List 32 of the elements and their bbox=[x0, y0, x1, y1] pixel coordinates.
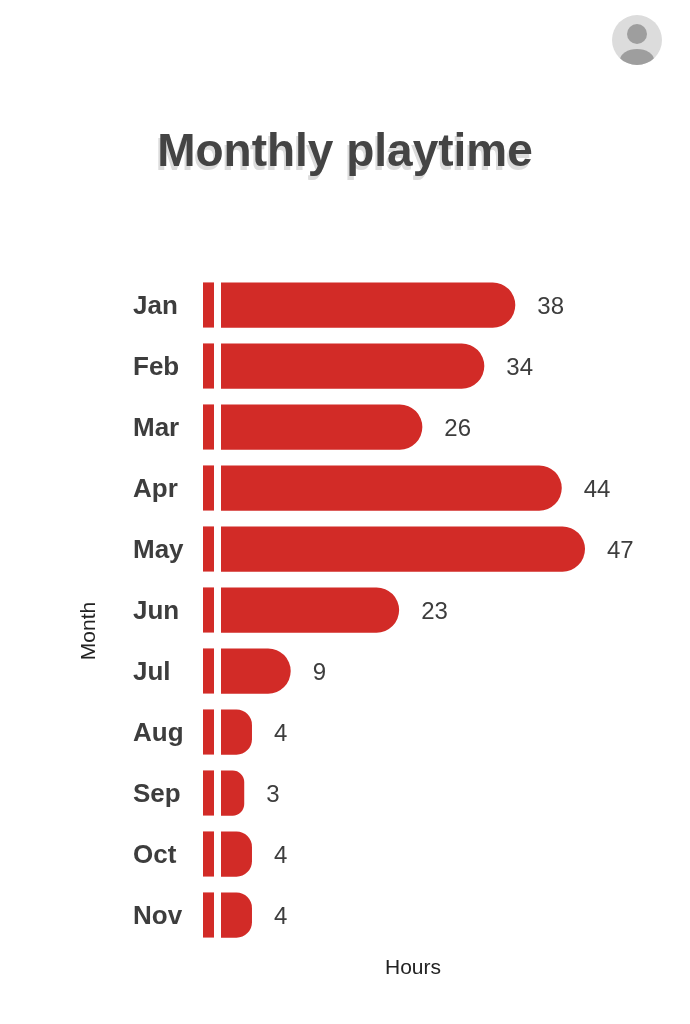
y-tick-label: Sep bbox=[133, 778, 181, 809]
y-tick-label: Nov bbox=[133, 900, 183, 931]
y-tick-label: Jul bbox=[133, 656, 171, 687]
y-tick-label: Aug bbox=[133, 717, 184, 748]
y-tick-label: Apr bbox=[133, 473, 178, 504]
y-axis-title: Month bbox=[76, 601, 100, 661]
bar bbox=[221, 343, 485, 389]
y-tick-label: Feb bbox=[133, 351, 180, 382]
data-label: 26 bbox=[444, 413, 472, 441]
y-tick-label: May bbox=[133, 534, 185, 565]
bar bbox=[221, 587, 400, 633]
y-tick-label: Mar bbox=[133, 412, 180, 443]
data-label: 3 bbox=[266, 779, 280, 807]
data-label: 47 bbox=[607, 535, 634, 563]
y-tick-label: Jun bbox=[133, 595, 180, 626]
bar bbox=[221, 465, 562, 511]
data-label: 38 bbox=[537, 291, 564, 319]
data-label: 23 bbox=[421, 596, 448, 624]
bar bbox=[221, 404, 423, 450]
data-label: 44 bbox=[583, 474, 611, 502]
bar bbox=[221, 526, 585, 572]
y-tick-label: Oct bbox=[133, 839, 177, 870]
data-label: 4 bbox=[273, 901, 288, 929]
data-label: 4 bbox=[273, 718, 288, 746]
chart-title: Monthly playtime bbox=[156, 123, 534, 178]
bar bbox=[221, 770, 245, 816]
data-label: 4 bbox=[273, 840, 288, 868]
x-axis-title: Hours bbox=[384, 954, 442, 980]
data-label: 34 bbox=[506, 352, 534, 380]
data-label: 9 bbox=[312, 657, 327, 685]
y-tick-label: Jan bbox=[133, 290, 178, 321]
bar bbox=[221, 282, 516, 328]
